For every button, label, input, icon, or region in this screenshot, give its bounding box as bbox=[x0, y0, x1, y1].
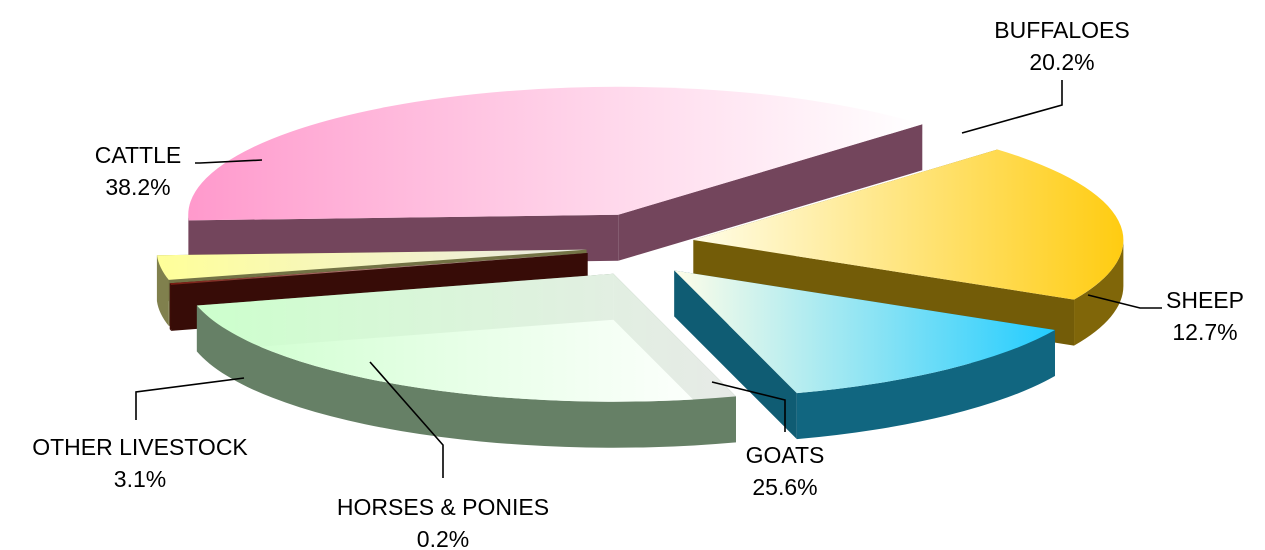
label-value-other-livestock: 3.1% bbox=[114, 466, 166, 492]
label-name-buffaloes: BUFFALOES bbox=[994, 17, 1129, 43]
label-name-cattle: CATTLE bbox=[95, 142, 181, 168]
pie-slices bbox=[157, 87, 1123, 448]
label-name-other-livestock: OTHER LIVESTOCK bbox=[32, 434, 248, 460]
label-name-horses-and-ponies: HORSES & PONIES bbox=[337, 494, 549, 520]
label-value-goats: 25.6% bbox=[752, 474, 817, 500]
label-name-sheep: SHEEP bbox=[1166, 287, 1244, 313]
label-value-buffaloes: 20.2% bbox=[1029, 49, 1094, 75]
slice-side bbox=[170, 283, 171, 331]
leader-line-buffaloes bbox=[962, 80, 1062, 133]
label-value-horses-and-ponies: 0.2% bbox=[417, 526, 469, 550]
slice-goats bbox=[197, 274, 736, 448]
label-name-goats: GOATS bbox=[746, 442, 825, 468]
label-value-sheep: 12.7% bbox=[1172, 319, 1237, 345]
label-value-cattle: 38.2% bbox=[105, 174, 170, 200]
leader-line-other-livestock bbox=[136, 378, 244, 420]
